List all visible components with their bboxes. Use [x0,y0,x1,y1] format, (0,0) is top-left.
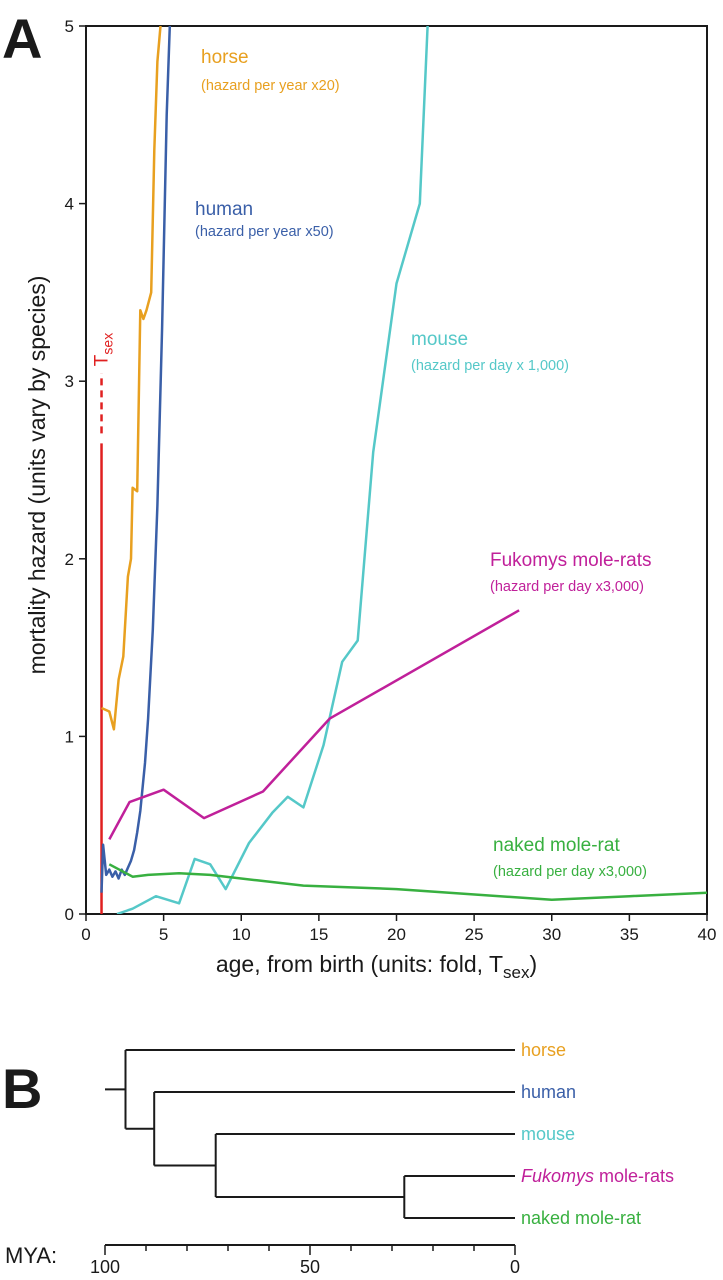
fukomys-series-note: (hazard per day x3,000) [490,579,644,595]
x-tick-label: 20 [387,925,406,944]
human-series-name: human [195,199,253,220]
time-axis-tick-label: 0 [510,1257,520,1277]
tsex-label: Tsex [92,333,116,366]
y-tick-label: 2 [65,550,74,569]
fukomys-series-line [108,609,520,840]
x-axis-label: age, from birth (units: fold, Tsex) [216,951,537,982]
panel-b-label: B [2,1057,42,1120]
y-tick-label: 4 [65,195,74,214]
x-tick-label: 30 [542,925,561,944]
time-axis-tick-label: 50 [300,1257,320,1277]
x-tick-label: 35 [620,925,639,944]
nakedmr-leaf-label: naked mole-rat [521,1208,641,1228]
hazard-chart: 0 5 10 15 20 25 30 35 40 0 1 2 3 4 5 age, from birth (u… [24,17,716,982]
y-tick-label: 0 [65,905,74,924]
time-axis-tick-label: 100 [90,1257,120,1277]
nakedmr-series-note: (hazard per day x3,000) [493,864,647,880]
tsex-label-sub: sex [100,333,116,355]
horse-leaf-label: horse [521,1040,566,1060]
x-axis-label-sub: sex [503,963,530,982]
y-tick-label: 5 [65,17,74,36]
x-tick-label: 0 [81,925,90,944]
time-axis-label: MYA: [5,1243,57,1268]
panel-a-label: A [2,7,42,70]
nakedmr-series-name: naked mole-rat [493,835,620,856]
x-tick-label: 25 [465,925,484,944]
human-series-note: (hazard per year x50) [195,224,334,240]
nakedmr-series-line [108,863,707,902]
fukomys-leaf-label: Fukomys mole-rats [521,1166,674,1186]
mouse-series-line [116,26,429,914]
horse-series-line [100,26,162,731]
x-tick-label: 15 [309,925,328,944]
human-series-line [100,26,172,893]
plot-frame [85,25,708,915]
y-axis-label: mortality hazard (units vary by species) [24,276,50,675]
x-tick-label: 10 [232,925,251,944]
leaf-label-italic: Fukomys [521,1166,594,1186]
x-tick-label: 5 [159,925,168,944]
mouse-leaf-label: mouse [521,1124,575,1144]
fukomys-series-name: Fukomys mole-rats [490,550,652,571]
tsex-label-main: T [92,354,113,366]
human-leaf-label: human [521,1082,576,1102]
horse-series-note: (hazard per year x20) [201,78,340,94]
leaf-label-rest: mole-rats [594,1166,674,1186]
horse-series-name: horse [201,47,249,68]
mouse-series-note: (hazard per day x 1,000) [411,358,569,374]
x-tick-label: 40 [698,925,717,944]
series-lines [100,26,707,914]
x-axis-label-main: age, from birth (units: fold, T [216,951,503,977]
y-tick-label: 3 [65,372,74,391]
y-tick-label: 1 [65,727,74,746]
x-axis-label-close: ) [530,951,538,977]
mouse-series-name: mouse [411,329,468,350]
phylogeny-tree: horse human mouse Fukomys mole-rats naked mo… [5,1040,674,1277]
